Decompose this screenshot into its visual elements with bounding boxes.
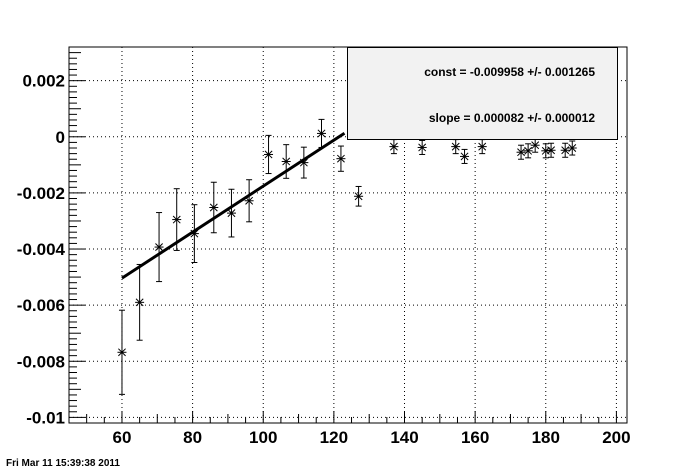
data-point xyxy=(477,139,487,155)
data-point xyxy=(354,185,364,207)
data-point xyxy=(560,142,570,158)
fit-slope-text: slope = 0.000082 +/- 0.000012 xyxy=(428,111,595,125)
data-point xyxy=(209,181,219,234)
data-point xyxy=(460,148,470,164)
data-point xyxy=(189,204,199,263)
data-point xyxy=(451,139,461,155)
data-point xyxy=(567,140,577,156)
star-marker-stroke xyxy=(227,209,236,218)
data-point xyxy=(541,143,551,159)
x-tick-label: 60 xyxy=(113,428,132,447)
fit-const-text: const = -0.009958 +/- 0.001265 xyxy=(424,65,595,79)
star-marker-stroke xyxy=(547,146,556,155)
star-marker-stroke xyxy=(264,150,273,159)
star-marker-stroke xyxy=(118,348,126,357)
star-marker-stroke xyxy=(245,196,254,205)
star-marker-stroke xyxy=(561,146,570,155)
data-point xyxy=(417,139,427,155)
data-point xyxy=(389,139,399,155)
fit-layer xyxy=(121,131,346,280)
y-tick-label: -0.004 xyxy=(17,240,66,259)
star-marker-stroke xyxy=(282,157,291,166)
y-tick-label: 0.002 xyxy=(22,72,65,91)
star-marker-stroke xyxy=(317,129,326,138)
star-marker-stroke xyxy=(451,142,460,151)
x-tick-label: 140 xyxy=(390,428,418,447)
star-marker-stroke xyxy=(190,229,199,238)
fit-stats-box: const = -0.009958 +/- 0.001265 slope = 0… xyxy=(347,47,618,140)
star-marker-stroke xyxy=(478,142,487,151)
x-tick-label: 120 xyxy=(320,428,348,447)
star-marker-stroke xyxy=(531,141,540,150)
data-point xyxy=(117,309,127,395)
star-marker-stroke xyxy=(155,243,164,252)
x-tick-label: 160 xyxy=(461,428,489,447)
data-point xyxy=(172,188,182,251)
data-point xyxy=(317,118,327,148)
x-tick-label: 100 xyxy=(249,428,277,447)
star-marker-stroke xyxy=(418,143,427,152)
x-tick-label: 200 xyxy=(602,428,630,447)
axis-layer: 60 80 100 120 140 160 180 200 -0.01 -0.008 -0.006 -… xyxy=(17,52,631,447)
data-point xyxy=(530,137,540,153)
star-marker-stroke xyxy=(389,142,398,151)
data-point xyxy=(264,134,274,175)
data-point xyxy=(546,142,556,158)
star-marker-stroke xyxy=(172,215,181,224)
data-point xyxy=(154,212,164,283)
y-tick-label: -0.008 xyxy=(17,352,65,371)
star-marker-stroke xyxy=(460,152,469,161)
grid-layer xyxy=(69,47,627,423)
star-marker-stroke xyxy=(541,146,550,155)
x-tick-label: 80 xyxy=(183,428,202,447)
y-tick-label: 0 xyxy=(56,128,65,147)
star-marker-stroke xyxy=(209,203,218,212)
data-layer xyxy=(117,118,577,395)
star-marker-stroke xyxy=(135,298,144,307)
data-point xyxy=(523,143,533,159)
y-tick-label: -0.01 xyxy=(26,408,65,427)
star-marker-stroke xyxy=(524,146,533,155)
data-point xyxy=(226,188,236,238)
data-point xyxy=(336,145,346,172)
fit-line xyxy=(121,131,346,280)
star-marker-stroke xyxy=(354,192,363,201)
data-point xyxy=(281,144,291,179)
y-tick-label: -0.002 xyxy=(17,184,65,203)
timestamp: Fri Mar 11 15:39:38 2011 xyxy=(6,458,120,469)
star-marker-stroke xyxy=(299,158,308,167)
star-marker-stroke xyxy=(336,154,345,163)
data-point xyxy=(244,179,254,223)
data-point xyxy=(516,144,526,160)
star-marker-stroke xyxy=(568,144,577,152)
data-point xyxy=(135,263,145,341)
y-tick-label: -0.006 xyxy=(17,296,65,315)
x-tick-label: 180 xyxy=(532,428,560,447)
data-point xyxy=(299,146,309,179)
star-marker-stroke xyxy=(517,148,526,157)
